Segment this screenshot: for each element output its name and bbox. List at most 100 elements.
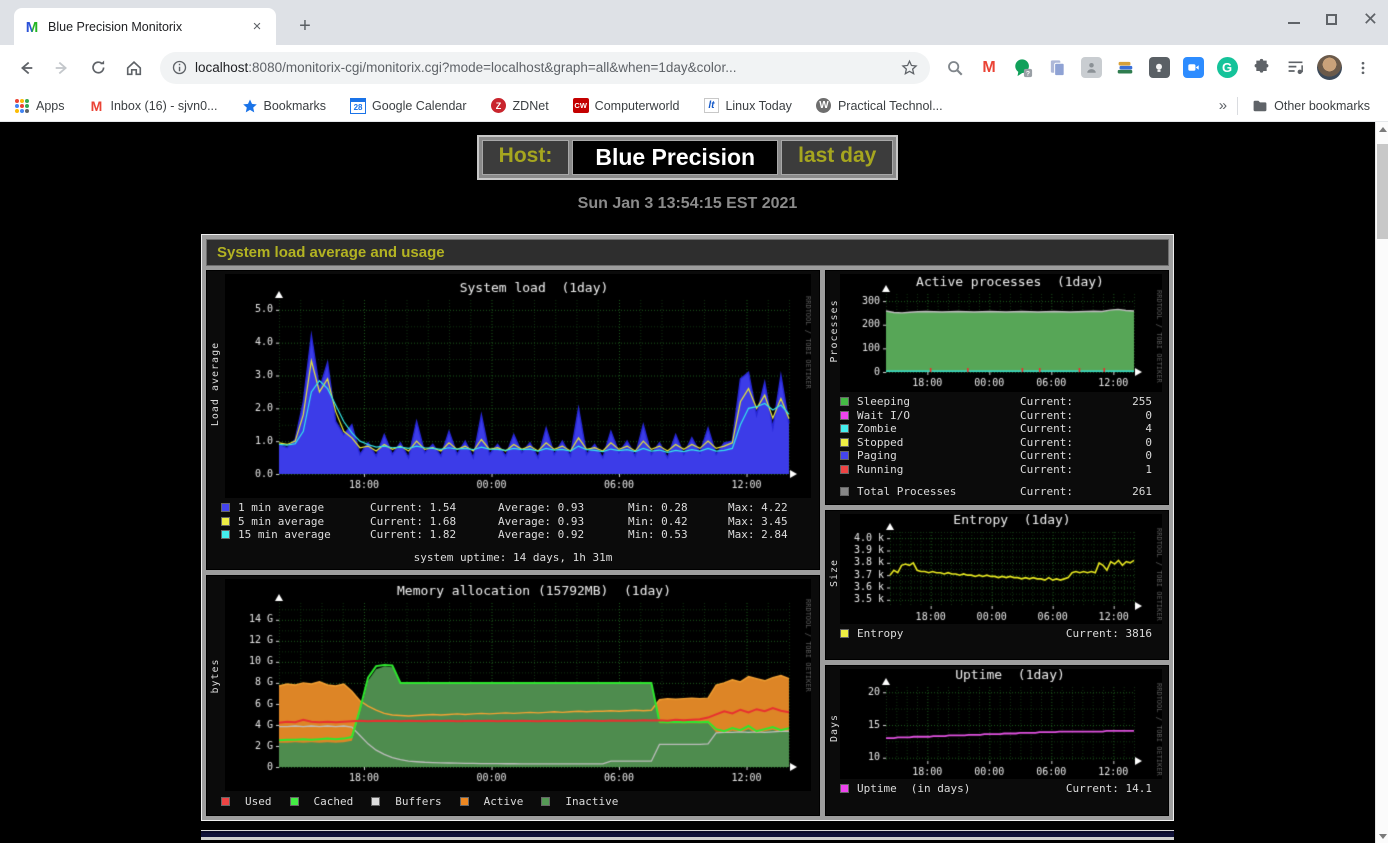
browser-tab[interactable]: M Blue Precision Monitorix × (14, 8, 276, 45)
new-tab-button[interactable]: + (299, 15, 311, 37)
host-name: Blue Precision (572, 140, 779, 175)
url-bar[interactable]: localhost:8080/monitorix-cgi/monitorix.c… (160, 51, 930, 84)
star-blue-icon (242, 98, 258, 114)
close-icon[interactable]: ✕ (1362, 9, 1378, 29)
scrollbar-thumb[interactable] (1377, 144, 1388, 239)
profile-avatar[interactable] (1316, 55, 1342, 81)
extension-icons: M? G (938, 55, 1380, 81)
svg-text:?: ? (1026, 70, 1030, 77)
host-label: Host: (481, 140, 570, 175)
forward-icon[interactable] (48, 54, 76, 82)
legend-swatch (840, 451, 849, 461)
system-load-section: System load average and usage Load avera… (201, 234, 1174, 821)
active-processes-graph-box: Processes Sleeping Current: 255 Wait I/O Cur… (825, 270, 1169, 505)
entropy-chart (840, 513, 1162, 624)
legend-row: Uptime (in days) Current: 14.1 (826, 782, 1168, 796)
linuxtoday-icon: lt (703, 98, 719, 114)
legend-swatch (459, 797, 469, 806)
legend-row: 15 min average Current: 1.82 Average: 0.92… (207, 528, 819, 542)
grammarly-icon[interactable]: G (1214, 55, 1240, 81)
uptime-legend: Uptime (in days) Current: 14.1 (826, 782, 1168, 796)
system-load-legend: 1 min average Current: 1.54 Average: 0.93 M… (207, 501, 819, 542)
svg-text:M: M (26, 19, 39, 35)
bookmark-item-apps-grid[interactable]: Apps (10, 96, 69, 116)
recruiter-icon[interactable] (1078, 55, 1104, 81)
bookmark-item-star-blue[interactable]: Bookmarks (238, 96, 331, 116)
bookmark-label: ZDNet (512, 98, 549, 113)
legend-swatch (221, 503, 230, 513)
puzzle-extensions-icon[interactable] (1248, 55, 1274, 81)
legend-item-buffers: Buffers (371, 795, 442, 808)
calendar-28-icon: 28 (350, 97, 367, 114)
legend-swatch (840, 464, 849, 474)
legend-swatch (221, 797, 230, 806)
uptime-ylabel: Days (829, 714, 840, 743)
legend-row: Sleeping Current: 255 (826, 395, 1168, 409)
legend-swatch (289, 797, 299, 806)
entropy-legend: Entropy Current: 3816 (826, 627, 1168, 641)
bookmark-item-calendar-28[interactable]: 28 Google Calendar (346, 96, 471, 116)
gmail-icon: M (90, 97, 103, 114)
copy-pages-icon[interactable] (1044, 55, 1070, 81)
legend-item-inactive: Inactive (541, 795, 618, 808)
legend-swatch (840, 424, 849, 434)
legend-row: Running Current: 1 (826, 463, 1168, 477)
minimize-icon[interactable] (1287, 22, 1300, 24)
media-controls-icon[interactable] (1282, 55, 1308, 81)
other-bookmarks-button[interactable]: Other bookmarks (1248, 96, 1374, 116)
video-meeting-icon[interactable] (1180, 55, 1206, 81)
back-icon[interactable] (12, 54, 40, 82)
legend-swatch (221, 516, 230, 526)
uptime-graph-box: Days Uptime (in days) Current: 14.1 (825, 665, 1169, 816)
next-section-edge (201, 829, 1174, 840)
legend-row: 1 min average Current: 1.54 Average: 0.93 M… (207, 501, 819, 515)
bookmark-item-computerworld[interactable]: CW Computerworld (569, 96, 684, 116)
tab-close-icon[interactable]: × (252, 17, 262, 35)
memory-chart (225, 578, 811, 791)
legend-row: Stopped Current: 0 (826, 436, 1168, 450)
reload-icon[interactable] (84, 54, 112, 82)
legend-swatch (221, 530, 230, 540)
window-controls: ✕ (1287, 9, 1378, 29)
gmail-icon[interactable]: M (982, 58, 996, 76)
books-icon[interactable] (1112, 55, 1138, 81)
legend-row: Zombie Current: 4 (826, 422, 1168, 436)
scroll-down-icon[interactable] (1376, 829, 1388, 843)
legend-swatch (840, 397, 849, 407)
legend-swatch (840, 437, 849, 447)
page-info-icon[interactable] (172, 60, 187, 75)
section-title: System load average and usage (206, 239, 1169, 266)
bookmark-item-gmail[interactable]: M Inbox (16) - sjvn0... (85, 96, 222, 116)
chat-help-icon[interactable]: ? (1010, 55, 1036, 81)
bookmark-label: Inbox (16) - sjvn0... (110, 98, 218, 113)
bookmark-label: Practical Technol... (837, 98, 943, 113)
bookmark-item-linuxtoday[interactable]: lt Linux Today (699, 96, 796, 116)
maximize-icon[interactable] (1325, 13, 1337, 25)
legend-swatch (840, 784, 849, 794)
system-uptime-note: system uptime: 14 days, 1h 31m (413, 550, 613, 564)
kebab-menu-icon[interactable] (1350, 55, 1376, 81)
toolbar: localhost:8080/monitorix-cgi/monitorix.c… (0, 45, 1388, 90)
legend-row: Total Processes Current: 261 (826, 485, 1168, 499)
apps-grid-icon (14, 98, 30, 114)
keep-dark-icon[interactable] (1146, 55, 1172, 81)
scroll-up-icon[interactable] (1376, 122, 1388, 136)
home-icon[interactable] (120, 54, 148, 82)
url-text[interactable]: localhost:8080/monitorix-cgi/monitorix.c… (195, 60, 737, 75)
bookmarks-overflow-chevron[interactable]: » (1218, 97, 1228, 114)
bookmark-label: Google Calendar (372, 98, 467, 113)
system-load-chart (225, 274, 811, 498)
legend-row: Wait I/O Current: 0 (826, 409, 1168, 423)
legend-item-cached: Cached (289, 795, 353, 808)
bookmark-label: Apps (36, 98, 65, 113)
bookmark-item-zdnet[interactable]: Z ZDNet (487, 96, 553, 116)
scrollbar[interactable] (1375, 122, 1388, 843)
titlebar: M Blue Precision Monitorix × + ✕ (0, 0, 1388, 45)
system-load-graph-box: Load average 1 min average Current: 1.54 A… (206, 270, 820, 570)
search-icon[interactable] (942, 55, 968, 81)
computerworld-icon: CW (572, 98, 589, 114)
bookmark-star-icon[interactable] (901, 59, 918, 76)
wordpress-icon: W (816, 98, 832, 114)
bookmark-item-wordpress[interactable]: W Practical Technol... (812, 96, 947, 116)
